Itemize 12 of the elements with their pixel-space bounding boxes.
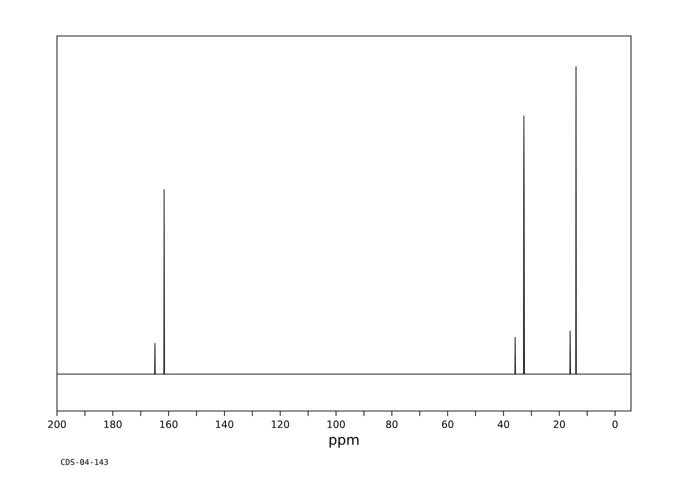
- x-tick-label: 60: [442, 420, 454, 428]
- x-tick-label: 200: [48, 420, 66, 428]
- x-axis-title: ppm: [330, 436, 358, 448]
- x-tick-label: 140: [216, 420, 234, 428]
- x-tick-label: 180: [104, 420, 122, 428]
- x-tick-label: 40: [498, 420, 510, 428]
- x-tick-label: 20: [554, 420, 565, 428]
- x-tick-label: 160: [160, 420, 178, 428]
- x-tick-label: 80: [386, 420, 398, 428]
- x-tick-label: 120: [272, 420, 290, 428]
- x-tick-label: 0: [612, 420, 618, 428]
- x-tick-label: 100: [328, 420, 345, 428]
